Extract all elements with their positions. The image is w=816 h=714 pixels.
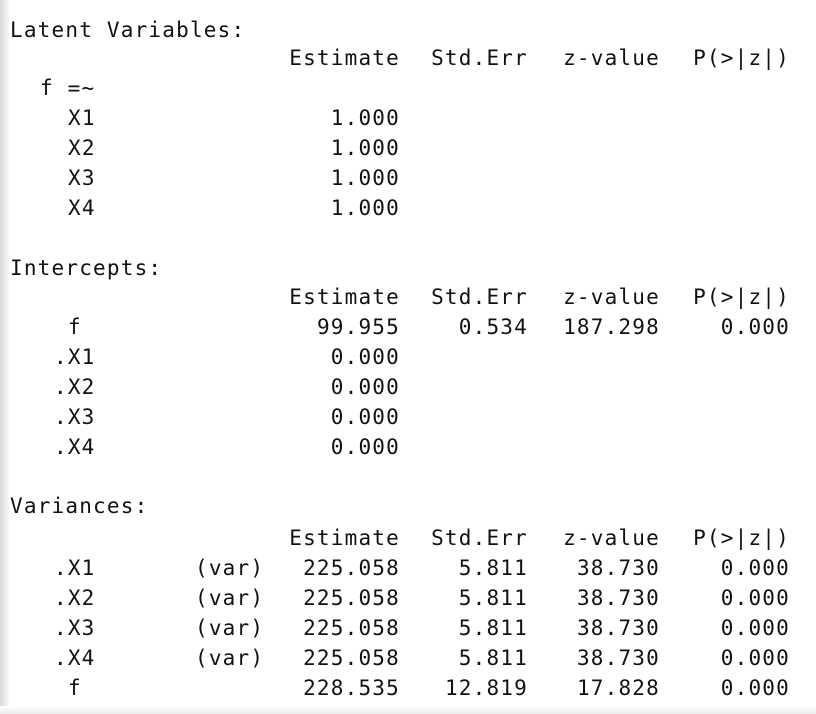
cell-value: 38.730 bbox=[576, 586, 660, 610]
cell-value: 17.828 bbox=[576, 676, 660, 700]
cell-value: 5.811 bbox=[458, 616, 528, 640]
row-label: X2 bbox=[68, 136, 96, 160]
section-title: Latent Variables: bbox=[10, 18, 246, 42]
window-edge-bottom bbox=[0, 706, 816, 714]
cell-value: 225.058 bbox=[303, 586, 400, 610]
cell-value: 1.000 bbox=[330, 136, 400, 160]
cell-value: 1.000 bbox=[330, 166, 400, 190]
cell-value: 0.000 bbox=[720, 676, 790, 700]
section-title: Variances: bbox=[10, 494, 149, 518]
cell-value: 0.000 bbox=[720, 616, 790, 640]
column-header: z-value bbox=[563, 526, 660, 550]
cell-value: 0.534 bbox=[458, 315, 528, 339]
column-header: Estimate bbox=[289, 285, 400, 309]
column-header: P(>|z|) bbox=[693, 285, 790, 309]
cell-value: 5.811 bbox=[458, 556, 528, 580]
row-label: .X1 bbox=[54, 345, 96, 369]
row-qualifier: (var) bbox=[195, 556, 265, 580]
cell-value: 0.000 bbox=[330, 345, 400, 369]
row-label: f bbox=[68, 315, 82, 339]
row-qualifier: (var) bbox=[195, 616, 265, 640]
cell-value: 0.000 bbox=[720, 586, 790, 610]
row-label: .X4 bbox=[54, 435, 96, 459]
row-label: .X3 bbox=[54, 405, 96, 429]
cell-value: 1.000 bbox=[330, 196, 400, 220]
window-edge bbox=[0, 0, 9, 714]
cell-value: 187.298 bbox=[563, 315, 660, 339]
cell-value: 225.058 bbox=[303, 646, 400, 670]
column-header: z-value bbox=[563, 285, 660, 309]
row-label: .X1 bbox=[54, 556, 96, 580]
cell-value: 0.000 bbox=[330, 405, 400, 429]
section-title: Intercepts: bbox=[10, 256, 163, 280]
row-label: X3 bbox=[68, 166, 96, 190]
cell-value: 5.811 bbox=[458, 586, 528, 610]
row-label: f bbox=[68, 676, 82, 700]
cell-value: 12.819 bbox=[444, 676, 528, 700]
row-qualifier: (var) bbox=[195, 646, 265, 670]
column-header: P(>|z|) bbox=[693, 46, 790, 70]
cell-value: 0.000 bbox=[720, 556, 790, 580]
row-label: X1 bbox=[68, 106, 96, 130]
cell-value: 1.000 bbox=[330, 106, 400, 130]
column-header: Std.Err bbox=[431, 46, 528, 70]
column-header: P(>|z|) bbox=[693, 526, 790, 550]
column-header: Estimate bbox=[289, 526, 400, 550]
cell-value: 38.730 bbox=[576, 646, 660, 670]
column-header: Std.Err bbox=[431, 526, 528, 550]
cell-value: 225.058 bbox=[303, 616, 400, 640]
cell-value: 228.535 bbox=[303, 676, 400, 700]
row-label: .X2 bbox=[54, 586, 96, 610]
column-header: Estimate bbox=[289, 46, 400, 70]
row-label: .X2 bbox=[54, 375, 96, 399]
column-header: z-value bbox=[563, 46, 660, 70]
cell-value: 99.955 bbox=[316, 315, 400, 339]
row-label: .X4 bbox=[54, 646, 96, 670]
cell-value: 225.058 bbox=[303, 556, 400, 580]
group-label: f =~ bbox=[40, 76, 96, 100]
row-label: X4 bbox=[68, 196, 96, 220]
cell-value: 0.000 bbox=[720, 646, 790, 670]
cell-value: 5.811 bbox=[458, 646, 528, 670]
column-header: Std.Err bbox=[431, 285, 528, 309]
row-qualifier: (var) bbox=[195, 586, 265, 610]
cell-value: 0.000 bbox=[330, 375, 400, 399]
cell-value: 0.000 bbox=[330, 435, 400, 459]
cell-value: 0.000 bbox=[720, 315, 790, 339]
cell-value: 38.730 bbox=[576, 556, 660, 580]
cell-value: 38.730 bbox=[576, 616, 660, 640]
row-label: .X3 bbox=[54, 616, 96, 640]
